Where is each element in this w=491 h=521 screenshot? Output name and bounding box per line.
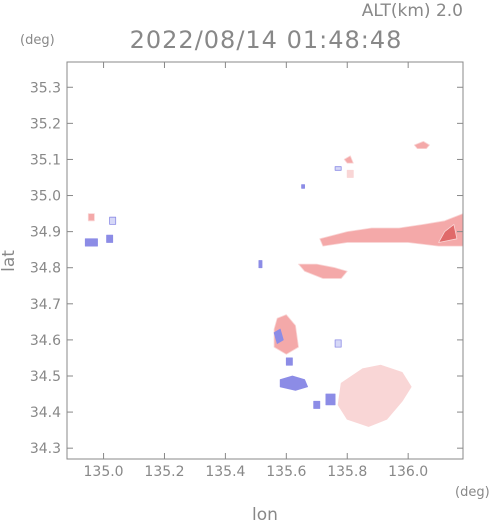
x-tick-label: 135.2: [144, 464, 184, 480]
x-axis-title: lon: [252, 505, 278, 521]
echo-region-cell-north-4: [346, 169, 354, 178]
x-tick-label: 136.0: [388, 464, 428, 480]
echo-region-speck-4: [285, 357, 293, 366]
echo-region-speck-3: [334, 339, 342, 348]
echo-region-cell-west-blue-3: [106, 234, 114, 243]
echo-region-band-east-core: [438, 223, 458, 243]
y-axis-title: lat: [0, 250, 19, 272]
y-tick-label: 35.2: [30, 116, 61, 132]
timestamp-title: 2022/08/14 01:48:48: [130, 26, 403, 54]
x-tick-label: 135.4: [205, 464, 245, 480]
y-tick-label: 35.0: [30, 189, 61, 205]
echo-region-cell-west-blue: [84, 238, 98, 247]
echo-region-speck-6: [325, 393, 336, 406]
y-tick-label: 35.1: [30, 152, 61, 168]
x-tick-label: 135.0: [84, 464, 124, 480]
y-tick-label: 34.3: [30, 441, 61, 457]
x-tick-label: 135.8: [327, 464, 367, 480]
axis-ticks: 135.0 135.2 135.4 135.6 135.8 136.0 34.3 34.4 34…: [30, 62, 463, 480]
y-tick-label: 34.5: [30, 369, 61, 385]
echo-region-cell-south-blue: [279, 375, 309, 391]
x-unit-label: (deg): [455, 485, 490, 500]
echo-region-speck-5: [313, 400, 321, 409]
y-tick-label: 34.6: [30, 333, 61, 349]
echo-region-cell-west-red: [87, 213, 95, 222]
echo-region-cell-north-3: [334, 166, 342, 171]
echo-region-cell-southeast: [337, 364, 412, 427]
y-tick-label: 35.3: [30, 80, 61, 96]
echo-regions: [84, 140, 464, 427]
echo-region-cell-north-1: [413, 140, 430, 150]
echo-region-speck-1: [301, 184, 306, 189]
echo-region-speck-2: [258, 260, 263, 269]
plot-frame: [66, 61, 464, 460]
echo-region-cell-north-2: [343, 155, 354, 164]
echo-region-cell-central-south-blue: [273, 328, 284, 344]
echo-region-band-central: [298, 263, 348, 279]
y-tick-label: 34.9: [30, 225, 61, 241]
y-tick-label: 34.7: [30, 297, 61, 313]
x-tick-label: 135.6: [266, 464, 306, 480]
altitude-label: ALT(km) 2.0: [362, 1, 463, 21]
y-tick-label: 34.4: [30, 405, 61, 421]
y-tick-label: 34.8: [30, 261, 61, 277]
y-unit-label: (deg): [20, 33, 55, 48]
echo-region-cell-west-blue-2: [109, 216, 117, 225]
echo-region-cell-central-south: [273, 314, 299, 355]
